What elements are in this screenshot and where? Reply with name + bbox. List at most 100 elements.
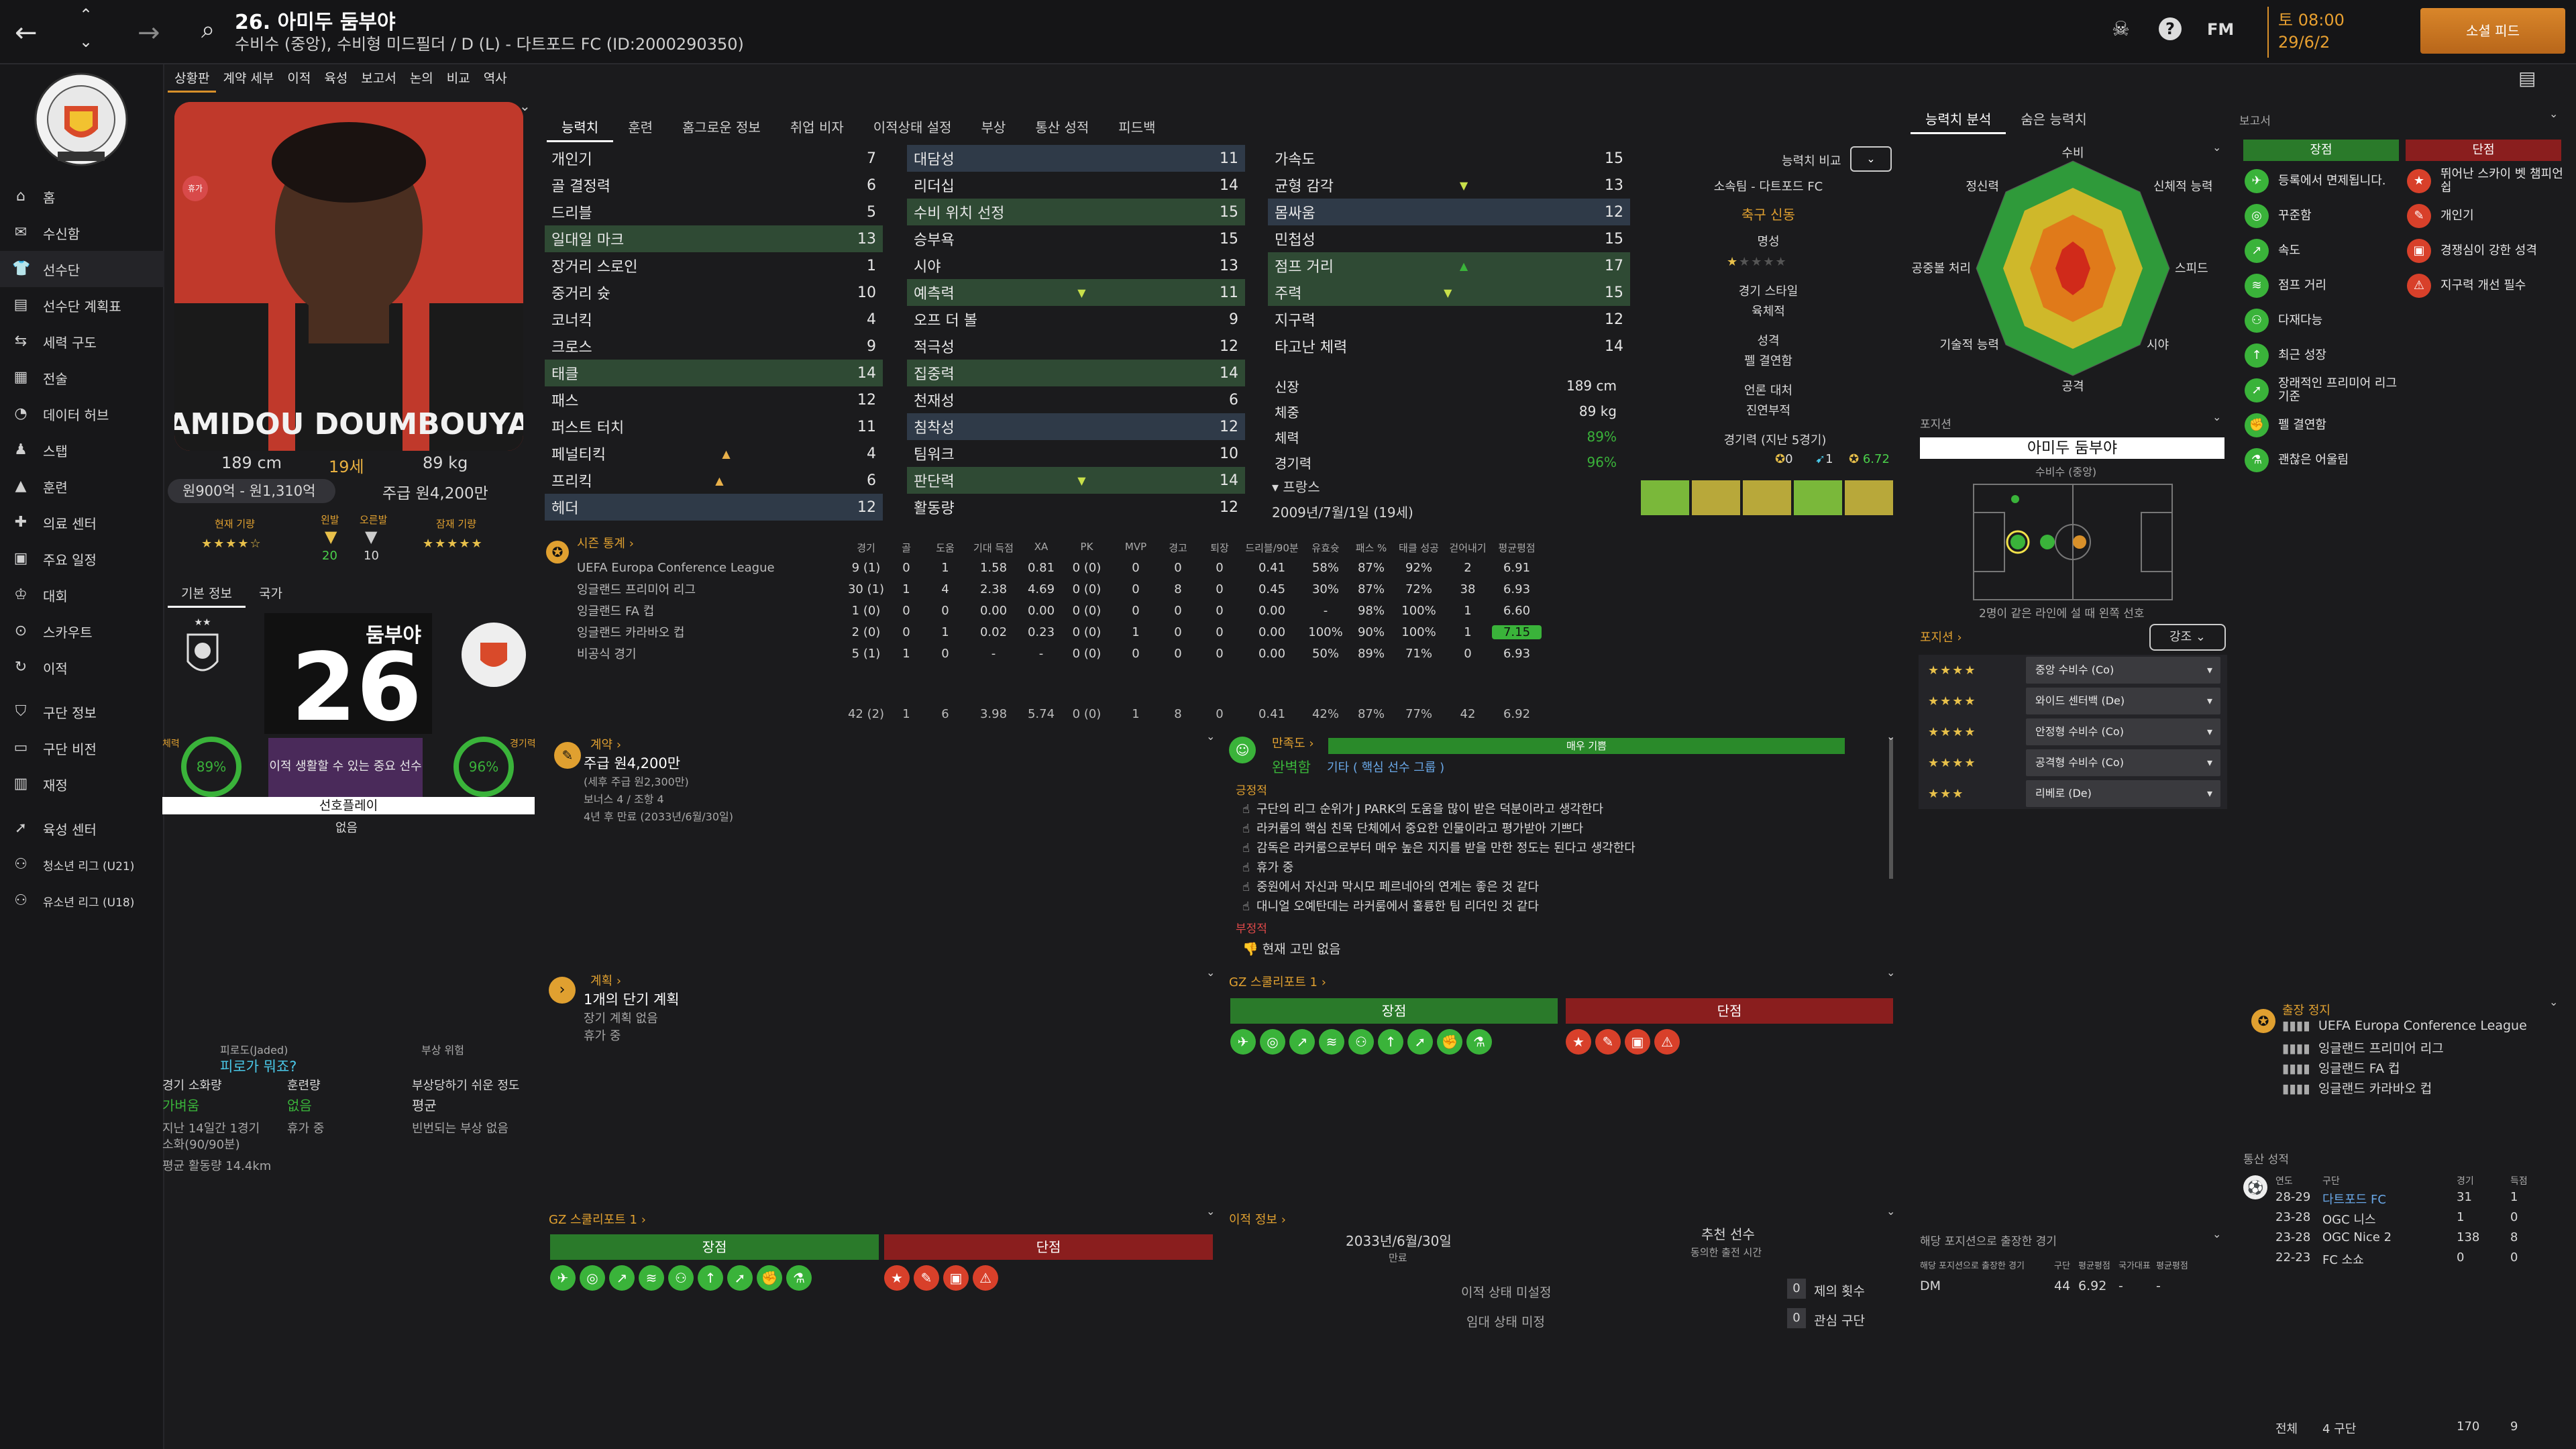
attribute-row[interactable]: 팀워크 10 <box>907 440 1245 467</box>
stamina-icon[interactable]: ⚠ <box>1654 1029 1680 1055</box>
stats-row[interactable]: 잉글랜드 FA 컵 1 (0) 0 0 0.00 0.00 0 (0) 0 0 0 0.00 - 98%… <box>577 600 1542 621</box>
role-dropdown[interactable]: 와이드 센터백 (De) <box>2026 688 2220 714</box>
role-dropdown[interactable]: 중앙 수비수 (Co) <box>2026 657 2220 684</box>
nav-item-u21[interactable]: ⚇ 청소년 리그 (U21) <box>0 847 164 883</box>
continue-button[interactable]: 소셜 피드 <box>2420 8 2565 54</box>
jumping-icon[interactable]: ≋ <box>639 1265 664 1291</box>
stats-row[interactable]: 잉글랜드 프리미어 리그 30 (1) 1 4 2.38 4.69 0 (0) 0 8 0 0.45… <box>577 578 1542 600</box>
jumping-icon[interactable]: ≋ <box>1319 1029 1344 1055</box>
report-item[interactable]: ▣ 경쟁심이 강한 성격 <box>2407 233 2565 268</box>
consistency-icon[interactable]: ◎ <box>1260 1029 1285 1055</box>
versatility-icon[interactable]: ⚇ <box>668 1265 694 1291</box>
skull-icon[interactable]: ☠ <box>2112 17 2130 41</box>
career-row[interactable]: 22-23 FC 소쇼 0 0 <box>2275 1250 2557 1271</box>
collapse-chevron[interactable]: ⌄ <box>519 98 531 114</box>
career-row[interactable]: 28-29 다트포드 FC 31 1 <box>2275 1190 2557 1210</box>
tab-feedback[interactable]: 피드백 <box>1118 119 1156 136</box>
tab-nation[interactable]: 국가 <box>258 586 282 601</box>
stats-row[interactable]: UEFA Europa Conference League 9 (1) 0 1 1.58… <box>577 557 1542 578</box>
tab-interaction[interactable]: 논의 <box>409 71 433 86</box>
scout-report-2-title[interactable]: GZ 스쿨리포트 1 › <box>549 1213 646 1227</box>
stats-row[interactable]: 비공식 경기 5 (1) 1 0 - - 0 (0) 0 0 0 0.00 50% 89% 71% 0 6.9… <box>577 643 1542 664</box>
tab-reports[interactable]: 보고서 <box>361 71 396 86</box>
role-dropdown[interactable]: 공격형 수비수 (Co) <box>2026 749 2220 776</box>
nav-item-dynamics[interactable]: ⇆ 세력 구도 <box>0 323 164 360</box>
report-chevron[interactable]: ⌄ <box>2549 107 2559 120</box>
happiness-title[interactable]: 만족도 › <box>1272 737 1314 751</box>
report-item[interactable]: ≋ 점프 거리 <box>2245 268 2403 303</box>
stats-row[interactable]: 잉글랜드 카라바오 컵 2 (0) 0 1 0.02 0.23 0 (0) 1 0 0 0.00 10… <box>577 621 1542 643</box>
nav-item-transfers[interactable]: ↻ 이적 <box>0 649 164 686</box>
attribute-row[interactable]: 프리킥 ▲ 6 <box>545 467 883 494</box>
championship-icon[interactable]: ★ <box>884 1265 910 1291</box>
report-item[interactable]: ↗ 속도 <box>2245 233 2403 268</box>
tab-development[interactable]: 육성 <box>324 71 348 86</box>
role-dropdown[interactable]: 리베로 (De) <box>2026 780 2220 807</box>
championship-icon[interactable]: ★ <box>1566 1029 1591 1055</box>
plans-title[interactable]: 계획 › <box>590 974 622 988</box>
speed-icon[interactable]: ↗ <box>609 1265 635 1291</box>
nav-item-staff[interactable]: ♟ 스탭 <box>0 432 164 468</box>
calendar-date[interactable]: 토 08:00 29/6/2 <box>2267 7 2395 58</box>
prospect-icon[interactable]: ➚ <box>727 1265 753 1291</box>
tab-history[interactable]: 역사 <box>483 71 507 86</box>
position-role-row[interactable]: ★★★★ 공격형 수비수 (Co) <box>1919 747 2227 778</box>
attribute-row[interactable]: 집중력 14 <box>907 360 1245 386</box>
fit-icon[interactable]: ⚗ <box>786 1265 812 1291</box>
tab-basic-info[interactable]: 기본 정보 <box>168 581 246 608</box>
nav-item-scouting[interactable]: ⊙ 스카우트 <box>0 613 164 649</box>
attribute-row[interactable]: 점프 거리 ▲ 17 <box>1268 252 1630 279</box>
versatility-icon[interactable]: ⚇ <box>1348 1029 1374 1055</box>
attribute-row[interactable]: 일대일 마크 13 <box>545 225 883 252</box>
nav-item-training[interactable]: ▲ 훈련 <box>0 468 164 504</box>
technique-icon[interactable]: ✎ <box>1595 1029 1621 1055</box>
attribute-row[interactable]: 지구력 12 <box>1268 306 1630 333</box>
report-item[interactable]: ➚ 장래적인 프리미어 리그 기준 <box>2245 373 2403 408</box>
played-pos-chevron[interactable]: ⌄ <box>2212 1228 2222 1240</box>
nation-crest[interactable]: ★★ <box>181 617 224 691</box>
tab-attributes[interactable]: 능력치 <box>547 113 614 142</box>
position-role-row[interactable]: ★★★★ 안정형 수비수 (Co) <box>1919 716 2227 747</box>
positions-list-title[interactable]: 포지션 › <box>1920 631 1962 645</box>
position-role-row[interactable]: ★★★★ 중앙 수비수 (Co) <box>1919 655 2227 686</box>
help-icon[interactable]: ? <box>2159 17 2182 40</box>
transfer-chevron[interactable]: ⌄ <box>1886 1205 1896 1218</box>
attribute-row[interactable]: 패스 12 <box>545 386 883 413</box>
nav-item-club-vision[interactable]: ▭ 구단 비전 <box>0 730 164 766</box>
attribute-row[interactable]: 태클 14 <box>545 360 883 386</box>
attribute-row[interactable]: 적극성 12 <box>907 333 1245 360</box>
back-button[interactable]: ← <box>15 17 38 48</box>
nav-item-squad[interactable]: 👕 선수단 <box>0 251 164 287</box>
attribute-row[interactable]: 헤더 12 <box>545 494 883 521</box>
attribute-row[interactable]: 천재성 6 <box>907 386 1245 413</box>
attribute-row[interactable]: 활동량 12 <box>907 494 1245 521</box>
attribute-row[interactable]: 수비 위치 선정 15 <box>907 199 1245 225</box>
contract-chevron[interactable]: ⌄ <box>1206 730 1216 743</box>
nav-item-competitions[interactable]: ♔ 대회 <box>0 577 164 613</box>
suspension-chevron[interactable]: ⌄ <box>2549 996 2559 1008</box>
nav-item-inbox[interactable]: ✉ 수신함 <box>0 215 164 251</box>
position-chevron[interactable]: ⌄ <box>2212 411 2222 423</box>
report-item[interactable]: ↑ 최근 성장 <box>2245 338 2403 373</box>
attribute-row[interactable]: 장거리 스로인 1 <box>545 252 883 279</box>
nav-item-finance[interactable]: ▥ 재정 <box>0 766 164 802</box>
attribute-row[interactable]: 판단력 ▼ 14 <box>907 467 1245 494</box>
attribute-row[interactable]: 크로스 9 <box>545 333 883 360</box>
scout-2-chevron[interactable]: ⌄ <box>1206 1205 1216 1218</box>
prospect-icon[interactable]: ➚ <box>1407 1029 1433 1055</box>
search-icon[interactable]: ⌕ <box>201 16 215 44</box>
temperament-icon[interactable]: ▣ <box>1625 1029 1650 1055</box>
attribute-row[interactable]: 주력 ▼ 15 <box>1268 279 1630 306</box>
attribute-row[interactable]: 민첩성 15 <box>1268 225 1630 252</box>
fatigue-question-link[interactable]: 피로가 뭐죠? <box>220 1059 297 1075</box>
attribute-row[interactable]: 몸싸움 12 <box>1268 199 1630 225</box>
report-item[interactable]: ⚇ 다재다능 <box>2245 303 2403 338</box>
growth-icon[interactable]: ↑ <box>1378 1029 1403 1055</box>
tab-contract[interactable]: 계약 세부 <box>223 71 274 86</box>
nav-item-squad-plan[interactable]: ▤ 선수단 계획표 <box>0 287 164 323</box>
tab-training[interactable]: 훈련 <box>628 119 653 136</box>
history-down-button[interactable]: ⌄ <box>79 32 93 51</box>
radar-chevron[interactable]: ⌄ <box>2212 141 2222 154</box>
stamina-icon[interactable]: ⚠ <box>973 1265 998 1291</box>
tab-hidden-attributes[interactable]: 숨은 능력치 <box>2021 111 2087 127</box>
